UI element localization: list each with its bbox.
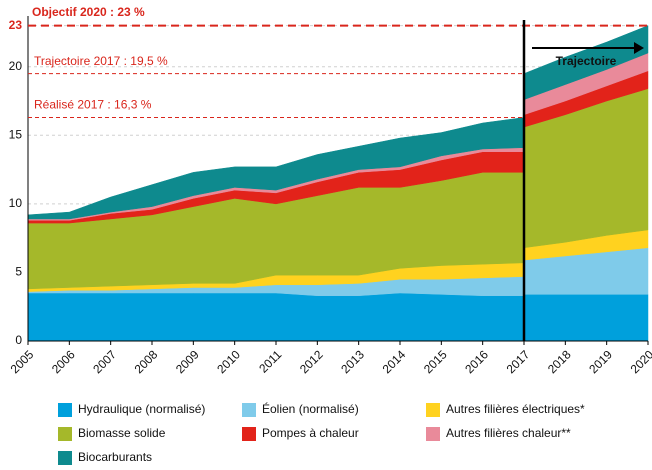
x-tick-label: 2018 <box>545 347 574 376</box>
x-tick-label: 2017 <box>504 347 533 376</box>
y-tick-label: 10 <box>9 196 23 210</box>
legend-label: Hydraulique (normalisé) <box>78 402 205 416</box>
x-tick-label: 2011 <box>256 347 284 375</box>
x-tick-label: 2019 <box>586 347 615 376</box>
x-tick-label: 2010 <box>214 347 243 376</box>
y-tick-label: 15 <box>9 127 23 141</box>
x-tick-label: 2016 <box>462 347 491 376</box>
x-tick-label: 2006 <box>49 347 78 376</box>
legend-swatch <box>426 403 440 417</box>
area <box>27 292 649 342</box>
x-tick-label: 2020 <box>628 347 652 376</box>
y-tick-label: 20 <box>9 59 23 73</box>
x-tick-label: 2008 <box>132 347 161 376</box>
legend-label: Biocarburants <box>78 450 152 464</box>
legend-swatch <box>242 403 256 417</box>
legend-label: Autres filières chaleur** <box>446 426 571 440</box>
legend-swatch <box>58 427 72 441</box>
x-tick-label: 2013 <box>338 347 367 376</box>
y-tick-label: 5 <box>15 265 22 279</box>
legend-label: Biomasse solide <box>78 426 166 440</box>
x-tick-label: 2009 <box>173 347 202 376</box>
x-tick-label: 2007 <box>90 347 119 376</box>
x-tick-label: 2014 <box>380 347 409 376</box>
x-tick-label: 2012 <box>297 347 326 376</box>
y-tick-label: 23 <box>9 18 23 32</box>
legend-label: Éolien (normalisé) <box>262 401 359 416</box>
reference-label: Trajectoire 2017 : 19,5 % <box>34 54 168 68</box>
legend-swatch <box>58 403 72 417</box>
annotation: Trajectoire <box>556 54 617 68</box>
legend-label: Pompes à chaleur <box>262 426 359 440</box>
legend-swatch <box>58 451 72 465</box>
legend-swatch <box>242 427 256 441</box>
reference-label: Réalisé 2017 : 16,3 % <box>34 98 152 112</box>
arrow-head <box>634 42 644 54</box>
legend-label: Autres filières électriques* <box>446 402 585 416</box>
x-tick-label: 2005 <box>8 347 37 376</box>
y-tick-label: 0 <box>15 333 22 347</box>
x-tick-label: 2015 <box>421 347 450 376</box>
reference-label: Objectif 2020 : 23 % <box>32 5 145 19</box>
legend-swatch <box>426 427 440 441</box>
